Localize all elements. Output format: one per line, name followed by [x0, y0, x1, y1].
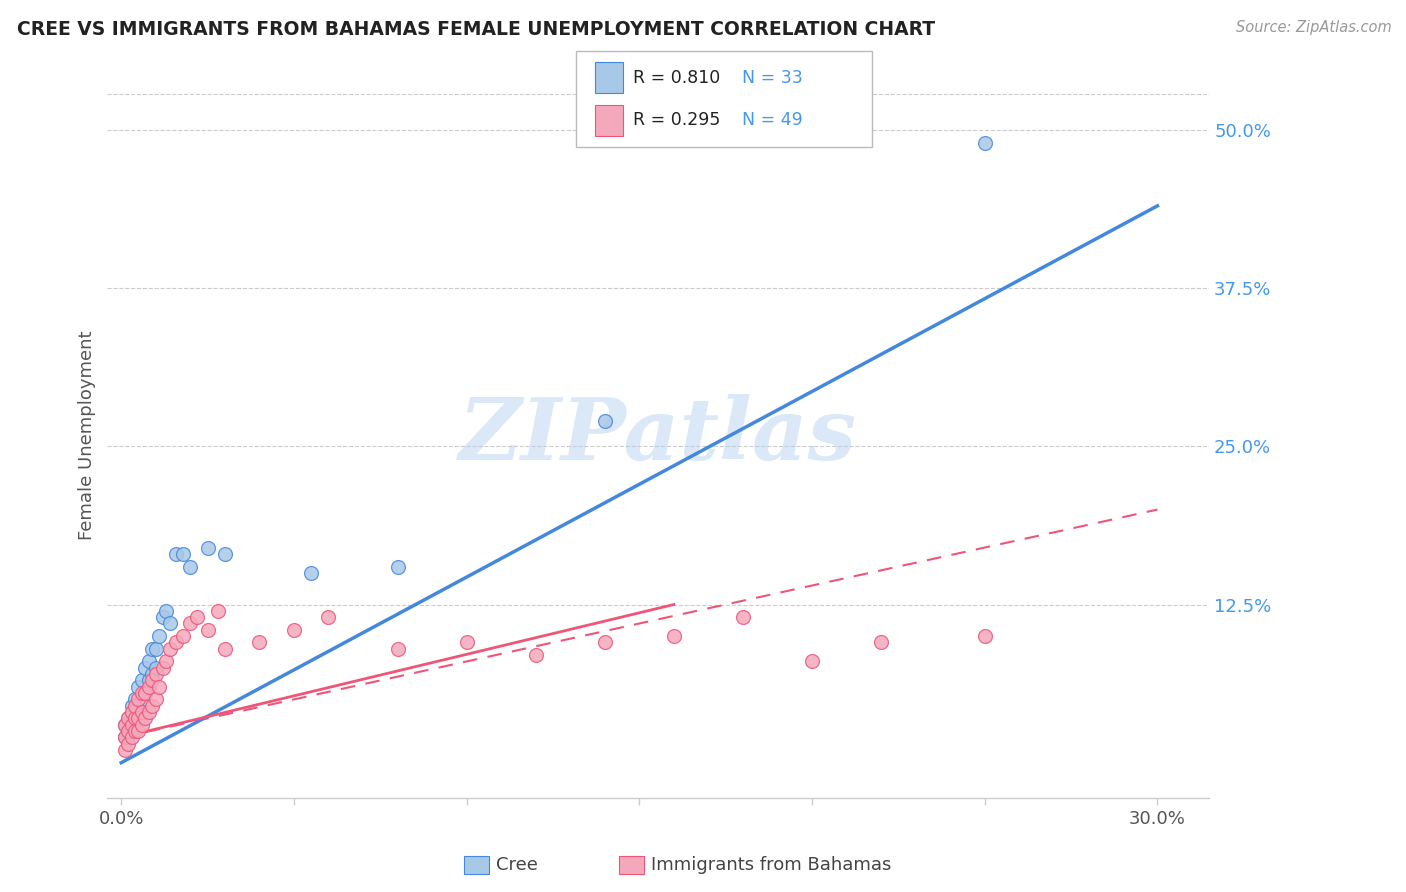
Text: Immigrants from Bahamas: Immigrants from Bahamas	[651, 856, 891, 874]
Point	[117, 737, 139, 751]
Point	[131, 717, 153, 731]
Point	[172, 547, 194, 561]
Point	[131, 705, 153, 719]
Point	[318, 610, 340, 624]
Point	[973, 136, 995, 150]
Text: ZIPatlas: ZIPatlas	[460, 393, 858, 477]
Point	[124, 705, 146, 719]
Point	[207, 604, 229, 618]
Point	[179, 616, 201, 631]
Point	[127, 680, 149, 694]
Point	[283, 623, 305, 637]
Point	[117, 724, 139, 739]
Text: CREE VS IMMIGRANTS FROM BAHAMAS FEMALE UNEMPLOYMENT CORRELATION CHART: CREE VS IMMIGRANTS FROM BAHAMAS FEMALE U…	[17, 20, 935, 38]
Point	[124, 692, 146, 706]
Point	[141, 698, 163, 713]
Point	[131, 686, 153, 700]
Point	[134, 686, 156, 700]
Point	[121, 705, 143, 719]
Point	[179, 559, 201, 574]
Point	[155, 604, 177, 618]
Point	[166, 547, 188, 561]
Point	[524, 648, 547, 662]
Text: Cree: Cree	[496, 856, 538, 874]
Point	[166, 635, 188, 649]
Point	[138, 673, 160, 688]
Point	[152, 661, 174, 675]
Point	[159, 641, 181, 656]
Point	[121, 731, 143, 745]
Point	[124, 724, 146, 739]
Point	[593, 635, 616, 649]
Point	[152, 610, 174, 624]
Point	[186, 610, 208, 624]
Text: Source: ZipAtlas.com: Source: ZipAtlas.com	[1236, 20, 1392, 35]
Point	[121, 717, 143, 731]
Point	[138, 680, 160, 694]
Point	[124, 698, 146, 713]
Point	[121, 698, 143, 713]
Point	[731, 610, 754, 624]
Point	[801, 655, 824, 669]
Point	[138, 705, 160, 719]
Point	[456, 635, 478, 649]
Text: N = 33: N = 33	[742, 69, 803, 87]
Point	[145, 667, 167, 681]
Text: R = 0.295: R = 0.295	[633, 112, 720, 129]
Point	[134, 686, 156, 700]
Point	[131, 692, 153, 706]
Point	[172, 629, 194, 643]
Point	[387, 641, 409, 656]
Point	[114, 717, 136, 731]
Point	[145, 692, 167, 706]
Y-axis label: Female Unemployment: Female Unemployment	[79, 331, 96, 541]
Point	[141, 641, 163, 656]
Point	[127, 711, 149, 725]
Point	[114, 717, 136, 731]
Point	[141, 667, 163, 681]
Point	[155, 655, 177, 669]
Point	[121, 717, 143, 731]
Point	[117, 711, 139, 725]
Point	[127, 692, 149, 706]
Point	[662, 629, 685, 643]
Point	[299, 566, 322, 580]
Point	[145, 641, 167, 656]
Point	[114, 743, 136, 757]
Point	[134, 711, 156, 725]
Point	[117, 711, 139, 725]
Point	[973, 629, 995, 643]
Point	[387, 559, 409, 574]
Point	[124, 711, 146, 725]
Point	[148, 680, 170, 694]
Point	[138, 655, 160, 669]
Point	[197, 541, 219, 555]
Point	[214, 641, 236, 656]
Point	[593, 414, 616, 428]
Point	[114, 731, 136, 745]
Point	[131, 673, 153, 688]
Text: N = 49: N = 49	[742, 112, 803, 129]
Point	[148, 629, 170, 643]
Point	[145, 661, 167, 675]
Point	[117, 724, 139, 739]
Point	[247, 635, 270, 649]
Point	[214, 547, 236, 561]
Text: R = 0.810: R = 0.810	[633, 69, 720, 87]
Point	[127, 724, 149, 739]
Point	[141, 673, 163, 688]
Point	[127, 705, 149, 719]
Point	[159, 616, 181, 631]
Point	[134, 661, 156, 675]
Point	[197, 623, 219, 637]
Point	[870, 635, 893, 649]
Point	[114, 731, 136, 745]
